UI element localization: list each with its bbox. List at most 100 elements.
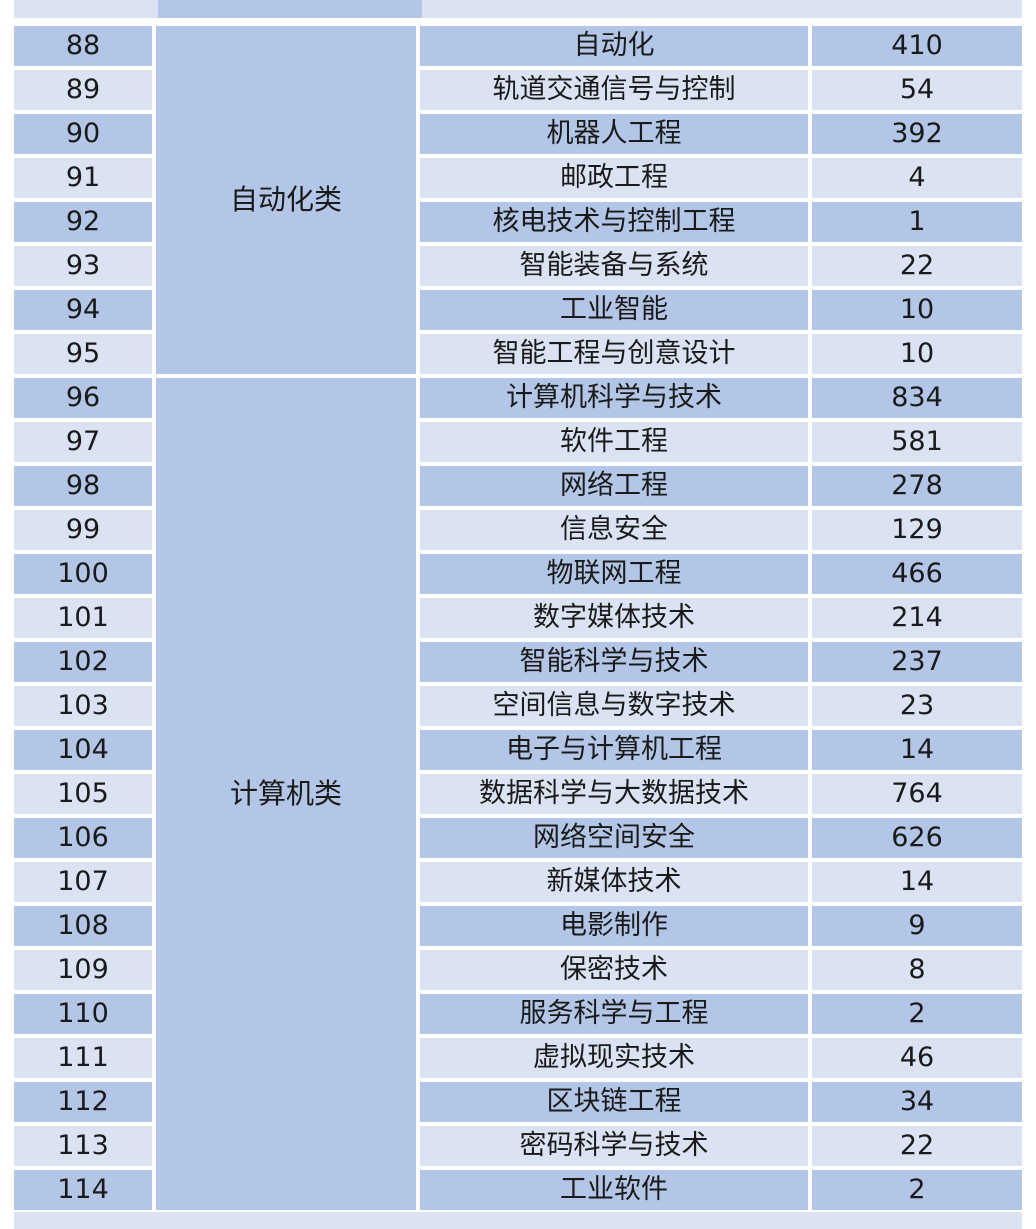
major-name-cell: 电影制作 [418,902,810,948]
row-number-cell: 114 [14,1166,154,1210]
row-number-cell: 93 [14,242,154,288]
table-row: 90 机器人工程 392 [14,110,1022,156]
row-number-cell: 110 [14,990,154,1036]
table-row: 113 密码科学与技术 22 [14,1122,1022,1168]
table-row: 93 智能装备与系统 22 [14,242,1022,288]
table-row: 94 工业智能 10 [14,286,1022,332]
row-number-cell: 99 [14,506,154,552]
table-row: 114 工业软件 2 [14,1166,1022,1210]
major-name-cell: 网络空间安全 [418,814,810,860]
table-row: 92 核电技术与控制工程 1 [14,198,1022,244]
count-cell: 22 [808,1122,1022,1168]
count-cell: 8 [808,946,1022,992]
table-row: 111 虚拟现实技术 46 [14,1034,1022,1080]
major-name-cell: 区块链工程 [418,1078,810,1124]
major-name-cell: 信息安全 [418,506,810,552]
major-name-cell: 工业软件 [418,1166,810,1210]
table-row: 95 智能工程与创意设计 10 [14,330,1022,376]
count-cell: 129 [808,506,1022,552]
count-cell: 22 [808,242,1022,288]
major-name-cell: 机器人工程 [418,110,810,156]
major-name-cell: 服务科学与工程 [418,990,810,1036]
table-row: 91 邮政工程 4 [14,154,1022,200]
count-cell: 834 [808,374,1022,420]
major-name-cell: 软件工程 [418,418,810,464]
row-number-cell: 95 [14,330,154,376]
count-cell: 392 [808,110,1022,156]
row-number-cell: 97 [14,418,154,464]
count-cell: 4 [808,154,1022,200]
table-row: 112 区块链工程 34 [14,1078,1022,1124]
table-row: 101 数字媒体技术 214 [14,594,1022,640]
major-name-cell: 轨道交通信号与控制 [418,66,810,112]
table-row: 110 服务科学与工程 2 [14,990,1022,1036]
row-number-cell: 111 [14,1034,154,1080]
major-name-cell: 计算机科学与技术 [418,374,810,420]
row-number-cell: 103 [14,682,154,728]
major-name-cell: 虚拟现实技术 [418,1034,810,1080]
row-number-cell: 98 [14,462,154,508]
table-row: 96 计算机类 计算机科学与技术 834 [14,374,1022,1210]
row-number-cell: 100 [14,550,154,596]
table-row: 103 空间信息与数字技术 23 [14,682,1022,728]
row-number-cell: 92 [14,198,154,244]
table-row: 105 数据科学与大数据技术 764 [14,770,1022,816]
row-number-cell: 90 [14,110,154,156]
count-cell: 2 [808,1166,1022,1210]
major-name-cell: 密码科学与技术 [418,1122,810,1168]
major-name-cell: 保密技术 [418,946,810,992]
row-number-cell: 94 [14,286,154,332]
table-row: 88 自动化类 自动化 410 [14,22,1022,376]
count-cell: 9 [808,902,1022,948]
major-name-cell: 智能工程与创意设计 [418,330,810,376]
table-row: 109 保密技术 8 [14,946,1022,992]
row-number-cell: 88 [14,22,154,68]
count-cell: 410 [808,22,1022,68]
row-number-cell: 105 [14,770,154,816]
row-number-cell: 96 [14,374,154,420]
major-name-cell: 数据科学与大数据技术 [418,770,810,816]
major-name-cell: 网络工程 [418,462,810,508]
major-name-cell: 新媒体技术 [418,858,810,904]
major-name-cell: 空间信息与数字技术 [418,682,810,728]
majors-table: 88 自动化类 自动化 410 89 轨道交通信号与控制 54 90 机器人工程 392 91 邮政工… [14,22,1022,1210]
table-row: 100 物联网工程 466 [14,550,1022,596]
count-cell: 581 [808,418,1022,464]
major-name-cell: 工业智能 [418,286,810,332]
table-row: 98 网络工程 278 [14,462,1022,508]
count-cell: 10 [808,330,1022,376]
row-number-cell: 107 [14,858,154,904]
row-number-cell: 108 [14,902,154,948]
table-row: 102 智能科学与技术 237 [14,638,1022,684]
count-cell: 34 [808,1078,1022,1124]
count-cell: 46 [808,1034,1022,1080]
major-name-cell: 数字媒体技术 [418,594,810,640]
table-row: 106 网络空间安全 626 [14,814,1022,860]
count-cell: 466 [808,550,1022,596]
table-row: 107 新媒体技术 14 [14,858,1022,904]
count-cell: 1 [808,198,1022,244]
table-row: 89 轨道交通信号与控制 54 [14,66,1022,112]
row-number-cell: 113 [14,1122,154,1168]
count-cell: 278 [808,462,1022,508]
cropped-previous-row [14,0,1022,18]
row-number-cell: 101 [14,594,154,640]
major-name-cell: 智能科学与技术 [418,638,810,684]
table-row: 104 电子与计算机工程 14 [14,726,1022,772]
count-cell: 214 [808,594,1022,640]
table-body: 88 自动化类 自动化 410 89 轨道交通信号与控制 54 90 机器人工程 392 91 邮政工… [14,22,1022,1210]
row-number-cell: 106 [14,814,154,860]
count-cell: 237 [808,638,1022,684]
count-cell: 23 [808,682,1022,728]
cropped-category-cell [158,0,422,18]
count-cell: 54 [808,66,1022,112]
cropped-next-row [14,1212,1022,1229]
row-number-cell: 91 [14,154,154,200]
major-name-cell: 物联网工程 [418,550,810,596]
row-number-cell: 109 [14,946,154,992]
category-cell: 自动化类 [152,22,420,376]
major-name-cell: 自动化 [418,22,810,68]
count-cell: 764 [808,770,1022,816]
row-number-cell: 112 [14,1078,154,1124]
